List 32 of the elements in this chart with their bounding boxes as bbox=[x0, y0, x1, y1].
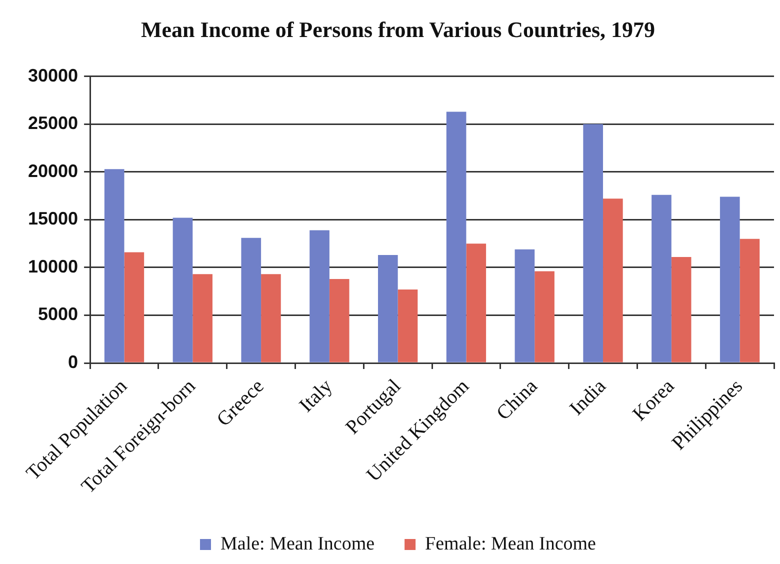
chart-title: Mean Income of Persons from Various Countries, 1979 bbox=[140, 16, 656, 42]
y-tick-label: 30000 bbox=[28, 65, 78, 86]
bar bbox=[261, 274, 281, 362]
bar bbox=[583, 124, 604, 362]
bar bbox=[534, 271, 554, 362]
bar bbox=[329, 278, 350, 362]
bar bbox=[740, 238, 760, 362]
bar bbox=[104, 169, 124, 362]
bar bbox=[652, 194, 672, 362]
y-tick-label: 10000 bbox=[28, 256, 78, 276]
bar bbox=[671, 256, 692, 362]
y-tick-label: 25000 bbox=[28, 113, 78, 134]
legend-label: Male: Mean Income bbox=[220, 533, 375, 554]
bar bbox=[124, 252, 144, 362]
bar bbox=[378, 255, 398, 362]
bar bbox=[398, 289, 418, 362]
y-tick-label: 0 bbox=[68, 352, 78, 372]
bar bbox=[603, 198, 623, 362]
y-tick-label: 20000 bbox=[28, 160, 78, 181]
x-tick-label: India bbox=[566, 375, 610, 420]
bar bbox=[514, 249, 535, 362]
y-tick-label: 15000 bbox=[28, 208, 78, 229]
x-tick-label: Italy bbox=[295, 375, 337, 417]
bar bbox=[446, 112, 466, 362]
bar bbox=[720, 196, 740, 362]
y-tick-label: 5000 bbox=[38, 304, 78, 324]
legend-label: Female: Mean Income bbox=[425, 533, 596, 554]
bar bbox=[192, 274, 212, 362]
bar bbox=[310, 230, 330, 362]
bar bbox=[172, 218, 193, 362]
bar bbox=[241, 238, 262, 362]
bar bbox=[466, 244, 486, 362]
